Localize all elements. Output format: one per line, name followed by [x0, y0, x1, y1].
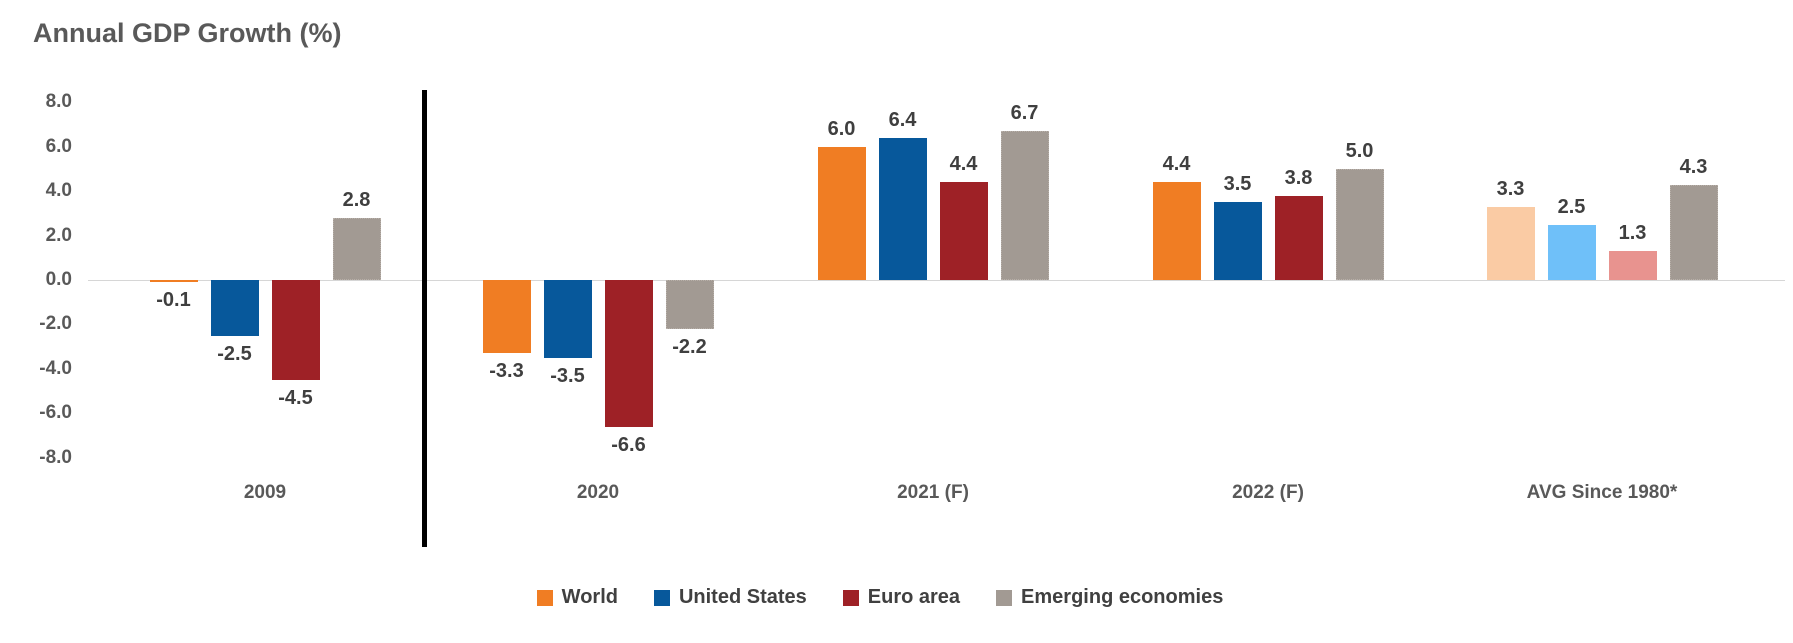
bar-value-label: -6.6: [611, 433, 646, 456]
legend-item-euro-area: Euro area: [842, 586, 961, 609]
y-axis-tick-label: -8.0: [39, 446, 72, 468]
bar-emerging-economies-2022-f: [1335, 169, 1384, 280]
y-axis-tick-label: 4.0: [45, 180, 72, 202]
y-axis-tick-label: 6.0: [45, 135, 72, 157]
legend-swatch-euro-area: [842, 589, 859, 606]
bar-value-label: -0.1: [156, 289, 191, 312]
y-axis-tick-label: 0.0: [45, 269, 72, 290]
bar-euro-area-2020: [604, 280, 653, 427]
category-label-2021-f: 2021 (F): [897, 482, 969, 503]
bar-value-label: 3.5: [1223, 173, 1252, 196]
legend-label: Euro area: [867, 586, 961, 608]
bar-united-states-2009: [210, 280, 259, 336]
legend-label: United States: [678, 586, 807, 608]
category-label-avg-since-1980: AVG Since 1980*: [1526, 482, 1678, 503]
bar-united-states-avg-since-1980: [1547, 224, 1596, 280]
bar-euro-area-2009: [271, 280, 320, 380]
legend-item-emerging-economies: Emerging economies: [996, 586, 1223, 609]
bar-value-label: 6.7: [1010, 102, 1039, 125]
bar-value-label: 4.4: [1162, 153, 1191, 176]
bar-value-label: 4.3: [1679, 155, 1708, 178]
bar-world-2022-f: [1152, 182, 1201, 280]
bar-emerging-economies-avg-since-1980: [1669, 184, 1718, 280]
bar-emerging-economies-2021-f: [1000, 131, 1049, 280]
legend-item-united-states: United States: [653, 586, 807, 609]
category-label-2009: 2009: [243, 482, 287, 503]
legend-label: World: [561, 586, 618, 608]
bar-emerging-economies-2009: [332, 217, 381, 280]
legend: World United States Euro area Emerging econ…: [0, 586, 1760, 609]
chart-title: Annual GDP Growth (%): [33, 18, 342, 48]
category-label-2022-f: 2022 (F): [1232, 482, 1304, 503]
bar-world-2009: [149, 280, 198, 283]
bar-value-label: -2.2: [672, 335, 707, 358]
bar-value-label: 3.3: [1496, 177, 1525, 200]
legend-swatch-emerging-economies: [996, 589, 1013, 606]
y-axis-tick-label: 2.0: [45, 224, 72, 246]
bar-united-states-2022-f: [1213, 202, 1262, 280]
bar-euro-area-2022-f: [1274, 195, 1323, 280]
bar-value-label: -2.5: [217, 342, 252, 365]
bar-world-avg-since-1980: [1486, 206, 1535, 280]
bar-value-label: 6.4: [888, 108, 917, 131]
bar-euro-area-2021-f: [939, 182, 988, 280]
bar-value-label: -4.5: [278, 386, 313, 409]
bar-value-label: 1.3: [1618, 222, 1647, 245]
zero-gridline: [88, 280, 1785, 281]
legend-swatch-world: [536, 589, 553, 606]
bar-value-label: 2.5: [1557, 195, 1586, 218]
y-axis-tick-label: 8.0: [45, 91, 72, 113]
bar-value-label: 3.8: [1284, 166, 1313, 189]
legend-item-world: World: [536, 586, 618, 609]
bar-united-states-2021-f: [878, 137, 927, 280]
bar-world-2021-f: [817, 146, 866, 280]
y-axis-tick-label: -4.0: [39, 357, 72, 379]
y-axis-tick-label: -2.0: [39, 313, 72, 335]
legend-label: Emerging economies: [1021, 586, 1224, 608]
period-separator-line: [422, 90, 427, 547]
bar-value-label: 4.4: [949, 153, 978, 176]
y-axis-tick-label: -6.0: [39, 402, 72, 424]
bar-emerging-economies-2020: [665, 280, 714, 329]
bar-value-label: 2.8: [342, 188, 371, 211]
category-label-2020: 2020: [576, 482, 620, 503]
bar-value-label: -3.5: [550, 364, 585, 387]
legend-swatch-united-states: [653, 589, 670, 606]
bar-world-2020: [482, 280, 531, 354]
bar-value-label: -3.3: [489, 360, 524, 383]
bar-euro-area-avg-since-1980: [1608, 251, 1657, 280]
bar-united-states-2020: [543, 280, 592, 358]
bar-value-label: 5.0: [1345, 140, 1374, 162]
bar-value-label: 6.0: [827, 117, 856, 140]
